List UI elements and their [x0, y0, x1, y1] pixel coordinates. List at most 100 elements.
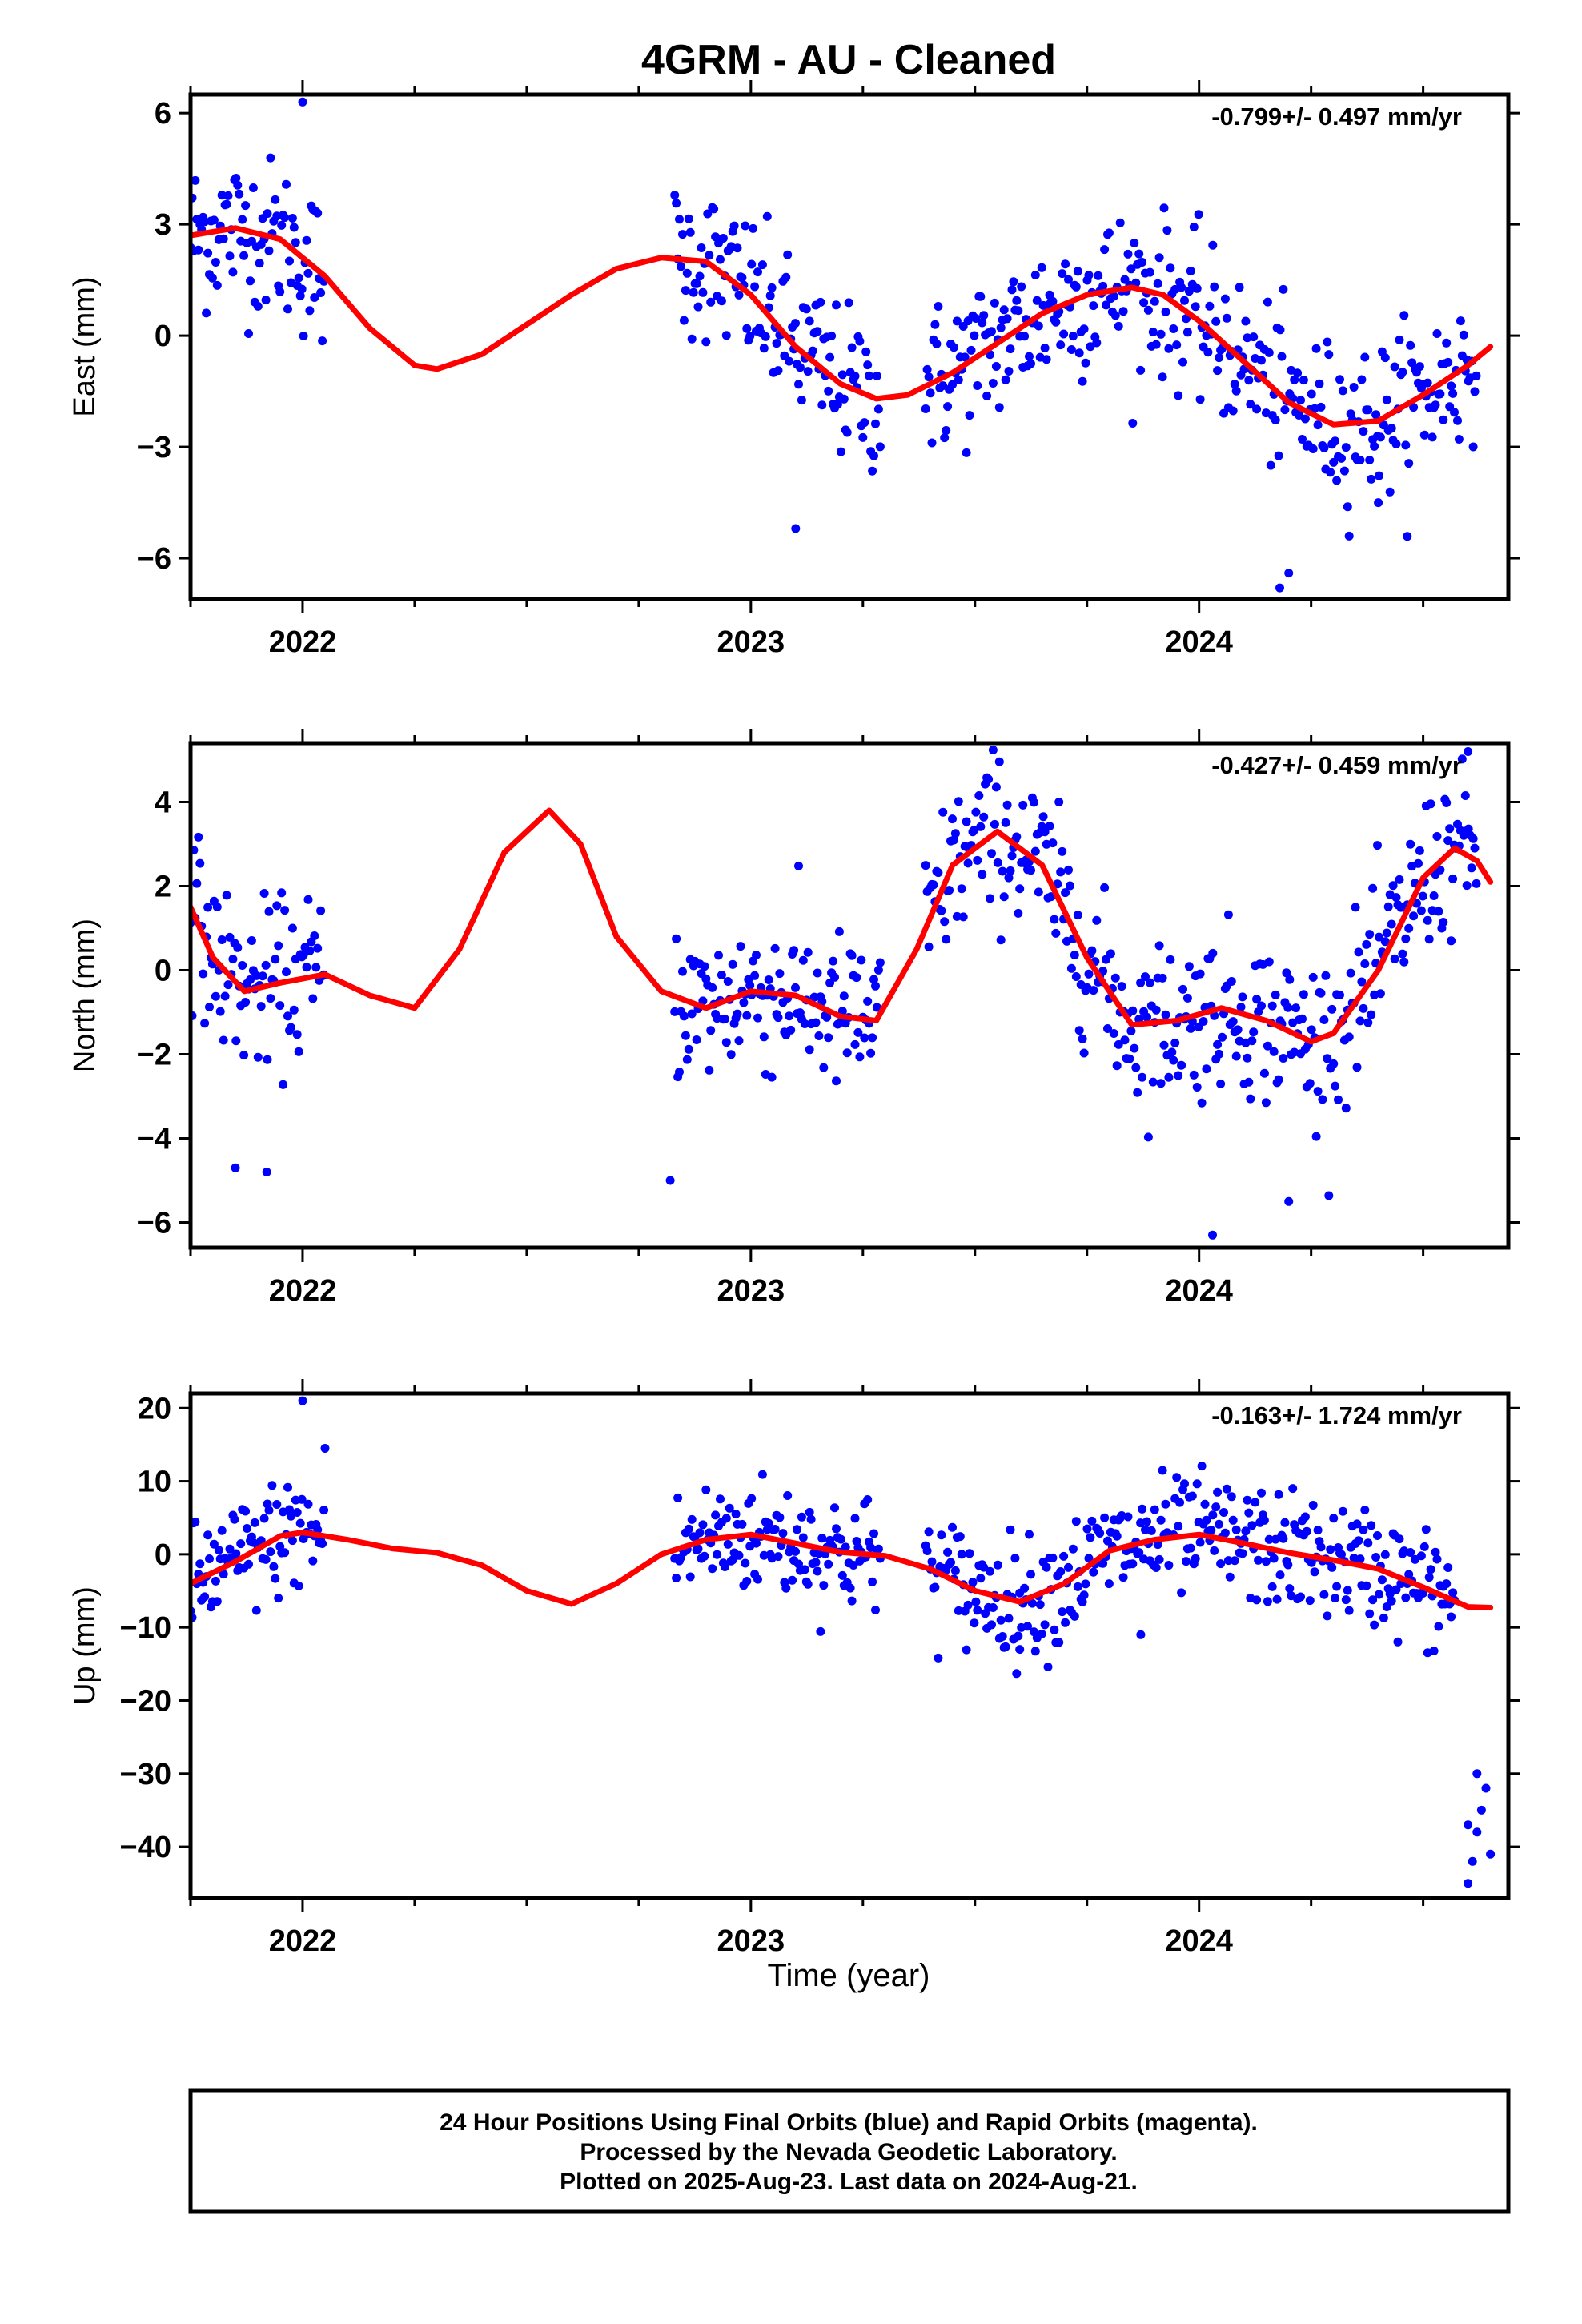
up-data-point: [1191, 1554, 1200, 1563]
up-data-point: [764, 1518, 773, 1528]
north-data-point: [1357, 977, 1367, 987]
up-data-point: [203, 1530, 213, 1540]
up-data-point: [1180, 1479, 1189, 1489]
up-data-point: [811, 1558, 821, 1567]
east-data-point: [1098, 281, 1108, 291]
east-data-point: [1056, 340, 1066, 350]
north-data-point: [1174, 1071, 1183, 1080]
up-data-point: [1225, 1572, 1235, 1582]
north-data-point: [1442, 798, 1452, 807]
north-data-point: [1423, 915, 1432, 925]
north-data-point: [1284, 1196, 1294, 1206]
east-data-point: [952, 316, 962, 326]
up-data-point: [1416, 1551, 1426, 1561]
north-data-point: [253, 1052, 263, 1062]
up-data-point: [1035, 1600, 1045, 1610]
up-data-point: [1158, 1466, 1167, 1475]
north-data-point: [962, 817, 971, 826]
east-data-point: [672, 199, 681, 208]
east-data-point: [1092, 338, 1102, 348]
north-data-point: [785, 1011, 794, 1021]
east-data-point: [1169, 324, 1178, 333]
up-data-point: [1443, 1563, 1453, 1572]
east-data-point: [990, 298, 999, 308]
up-data-point: [259, 1514, 269, 1523]
east-data-point: [1002, 314, 1012, 324]
east-data-point: [203, 248, 213, 258]
east-data-point: [1359, 427, 1368, 436]
footer-line-1: 24 Hour Positions Using Final Orbits (bl…: [440, 2109, 1258, 2136]
east-data-point: [1299, 376, 1308, 385]
north-data-point: [786, 1025, 796, 1035]
east-data-point: [745, 332, 755, 341]
north-data-point: [1189, 1070, 1199, 1080]
up-data-point: [1254, 1555, 1263, 1565]
east-data-point: [277, 220, 287, 230]
east-data-point: [1048, 296, 1058, 306]
east-data-point: [1275, 325, 1285, 335]
east-data-point: [761, 332, 770, 341]
east-data-point: [1026, 359, 1035, 368]
north-data-point: [1318, 1095, 1327, 1104]
north-data-point: [1154, 941, 1164, 951]
north-data-point: [679, 1011, 689, 1021]
north-data-point: [1311, 1132, 1321, 1141]
north-data-point: [824, 1033, 833, 1043]
east-data-point: [1311, 344, 1321, 353]
up-data-point: [1070, 1611, 1079, 1621]
up-data-point: [1027, 1598, 1037, 1608]
north-data-point: [1354, 947, 1363, 957]
north-x-tick-label: 2022: [269, 1274, 337, 1308]
north-data-point: [233, 943, 243, 952]
north-data-point: [1074, 1026, 1084, 1035]
up-data-point: [1308, 1501, 1318, 1510]
east-data-point: [875, 442, 885, 452]
north-data-point: [720, 1015, 729, 1023]
east-data-point: [996, 323, 1006, 332]
north-plot-area: [191, 746, 1494, 1240]
east-data-point: [1357, 375, 1367, 384]
up-data-point: [728, 1555, 737, 1565]
north-data-point: [1202, 1064, 1211, 1074]
north-y-axis-label: North (mm): [68, 919, 102, 1072]
east-data-point: [757, 260, 767, 270]
north-data-point: [282, 967, 291, 977]
north-data-point: [800, 1019, 809, 1028]
north-data-point: [1142, 1012, 1151, 1022]
east-data-point: [999, 305, 1009, 315]
east-data-point: [1151, 340, 1161, 349]
east-data-point: [701, 337, 711, 347]
east-data-point: [1419, 430, 1429, 440]
north-data-point: [1375, 989, 1385, 999]
north-data-point: [1447, 936, 1456, 946]
east-data-point: [921, 404, 930, 413]
east-data-point: [1407, 358, 1417, 368]
east-frame: [188, 92, 1511, 601]
north-data-point: [875, 958, 885, 967]
up-data-point: [1068, 1544, 1078, 1554]
up-data-point: [1391, 1585, 1401, 1594]
north-data-point: [1346, 968, 1355, 978]
north-data-point: [940, 917, 950, 927]
north-data-point: [287, 923, 297, 933]
north-data-point: [1368, 883, 1378, 893]
east-data-point: [677, 262, 685, 271]
north-data-point: [1001, 818, 1010, 827]
north-data-point: [1071, 972, 1081, 981]
up-data-point: [996, 1615, 1006, 1625]
north-data-point: [1167, 1047, 1177, 1057]
up-data-point: [1182, 1557, 1191, 1566]
north-data-point: [1344, 1032, 1354, 1042]
east-data-point: [1454, 435, 1464, 444]
up-data-point: [1014, 1631, 1023, 1641]
up-data-point: [1056, 1567, 1066, 1576]
north-data-point: [1443, 836, 1453, 846]
east-data-point: [716, 255, 725, 264]
up-data-point: [1319, 1590, 1329, 1599]
north-data-point: [728, 959, 737, 969]
up-data-point: [1464, 1879, 1473, 1888]
north-x-tick-label: 2024: [1165, 1274, 1233, 1308]
east-data-point: [721, 331, 731, 340]
east-y-tick-label: 3: [155, 208, 171, 242]
